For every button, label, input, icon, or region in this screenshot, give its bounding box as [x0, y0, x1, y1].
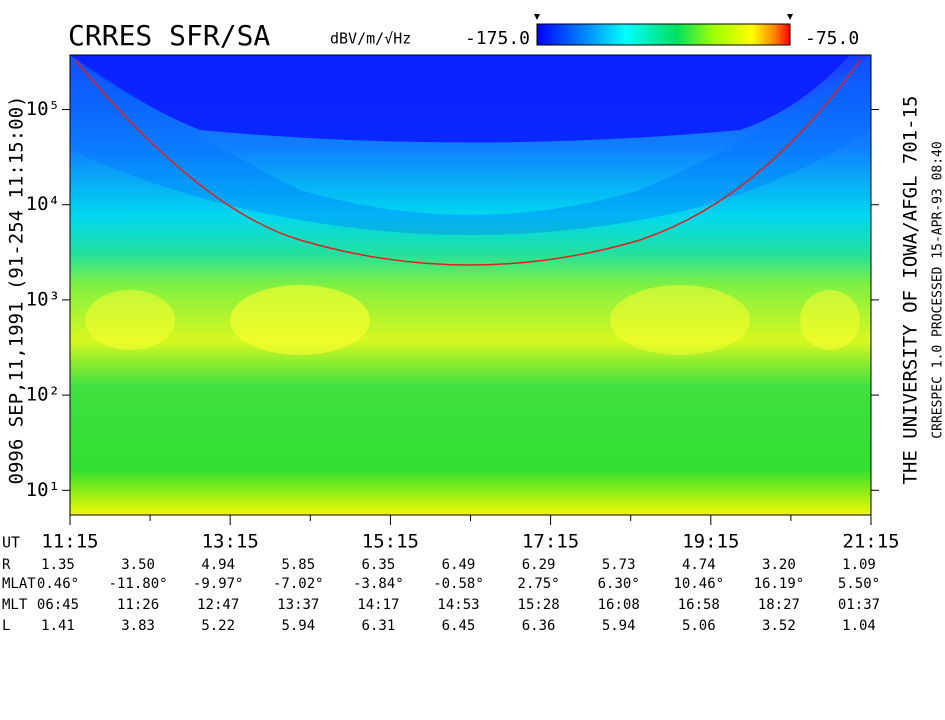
spectrogram [70, 55, 871, 515]
colorbar-label: dBV/m/√Hz [330, 30, 411, 48]
ephemeris-value: 18:27 [758, 597, 800, 613]
ephemeris-value: -0.58° [433, 576, 484, 592]
ephemeris-value: 4.94 [201, 557, 235, 573]
x-tick-label: 11:15 [41, 531, 98, 553]
ephemeris-row-label: MLT [2, 597, 28, 613]
credit: THE UNIVERSITY OF IOWA/AFGL 701-15 [900, 96, 922, 485]
ephemeris-value: 16:08 [598, 597, 640, 613]
ephemeris-value: 6.30° [598, 576, 640, 592]
ephemeris-value: -9.97° [193, 576, 244, 592]
ephemeris-value: 6.45 [442, 618, 476, 634]
ephemeris-value: 6.31 [362, 618, 396, 634]
ephemeris-value: 6.36 [522, 618, 556, 634]
ephemeris-value: 14:53 [437, 597, 479, 613]
x-tick-label: 13:15 [202, 531, 259, 553]
ephemeris-row-label: R [2, 557, 11, 573]
ephemeris-value: 11:26 [117, 597, 159, 613]
ephemeris-value: 5.22 [201, 618, 235, 634]
y-tick-label: 10⁴ [26, 193, 60, 215]
ephemeris-value: 14:17 [357, 597, 399, 613]
y-tick-label: 10⁵ [26, 98, 60, 120]
x-tick-label: 21:15 [842, 531, 899, 553]
ephemeris-value: 12:47 [197, 597, 239, 613]
ephemeris-value: 5.85 [281, 557, 315, 573]
colorbar [536, 23, 791, 46]
y-tick-label: 10¹ [26, 479, 60, 501]
y-tick-label: 10² [26, 384, 60, 406]
ephemeris-value: 15:28 [518, 597, 560, 613]
processing-note: CRRESPEC 1.0 PROCESSED 15-APR-93 08:40 [931, 141, 945, 438]
ephemeris-value: 4.74 [682, 557, 716, 573]
ephemeris-value: 6.49 [442, 557, 476, 573]
ephemeris-row-label: L [2, 618, 10, 634]
ephemeris-value: 1.04 [842, 618, 876, 634]
x-axis-label: UT [2, 534, 20, 552]
colorbar-marker [787, 14, 793, 20]
x-tick-label: 19:15 [682, 531, 739, 553]
colorbar-max: -75.0 [805, 28, 859, 49]
ephemeris-value: 1.35 [41, 557, 75, 573]
ephemeris-value: 06:45 [37, 597, 79, 613]
ephemeris-value: 5.50° [838, 576, 880, 592]
y-tick-label: 10³ [26, 288, 60, 310]
ephemeris-value: 5.94 [602, 618, 636, 634]
ephemeris-value: 1.41 [41, 618, 75, 634]
ephemeris-value: 01:37 [838, 597, 880, 613]
y-axis-label: 0996 SEP,11,1991 (91-254 11:15:00) [6, 96, 28, 485]
ephemeris-value: 5.06 [682, 618, 716, 634]
ephemeris-value: 16.19° [754, 576, 805, 592]
ephemeris-row-label: MLAT [2, 576, 36, 592]
ephemeris-value: 6.29 [522, 557, 556, 573]
ephemeris-value: 2.75° [518, 576, 560, 592]
ephemeris-value: -7.02° [273, 576, 324, 592]
ephemeris-value: 5.73 [602, 557, 636, 573]
ephemeris-value: 16:58 [678, 597, 720, 613]
ephemeris-value: -3.84° [353, 576, 404, 592]
ephemeris-value: 3.83 [121, 618, 155, 634]
ephemeris-value: 0.46° [37, 576, 79, 592]
x-tick-label: 15:15 [362, 531, 419, 553]
ephemeris-value: -11.80° [109, 576, 168, 592]
x-tick-label: 17:15 [522, 531, 579, 553]
ephemeris-value: 5.94 [281, 618, 315, 634]
colorbar-min: -175.0 [465, 28, 530, 49]
ephemeris-value: 13:37 [277, 597, 319, 613]
colorbar-marker [534, 14, 540, 20]
ephemeris-value: 1.09 [842, 557, 876, 573]
ephemeris-value: 6.35 [362, 557, 396, 573]
ephemeris-value: 3.52 [762, 618, 796, 634]
ephemeris-value: 3.50 [121, 557, 155, 573]
ephemeris-value: 10.46° [674, 576, 725, 592]
ephemeris-value: 3.20 [762, 557, 796, 573]
chart-title: CRRES SFR/SA [68, 19, 270, 52]
